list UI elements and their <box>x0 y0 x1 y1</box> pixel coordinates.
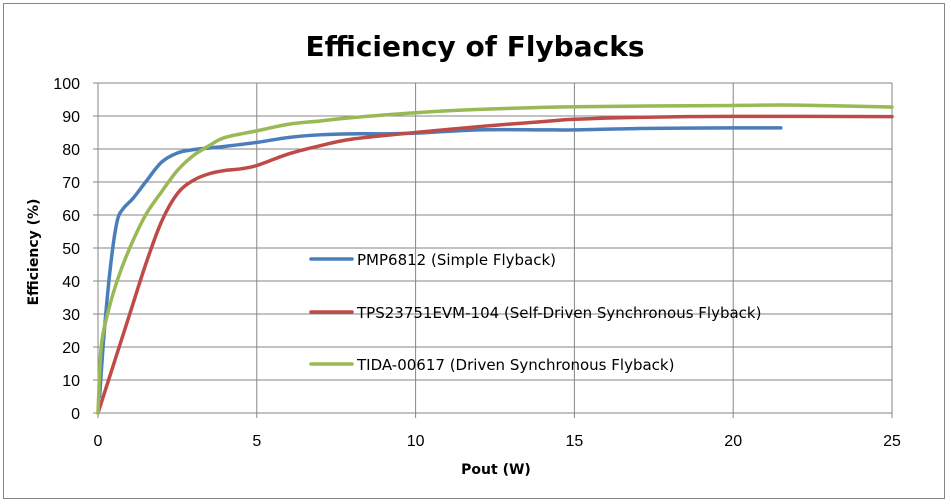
y-tick-label: 100 <box>53 76 80 93</box>
legend-label-2: TPS23751EVM-104 (Self-Driven Synchronous… <box>356 304 761 322</box>
chart-title: Efficiency of Flybacks <box>305 30 644 63</box>
x-tick-label: 25 <box>883 433 901 450</box>
legend-label-1: PMP6812 (Simple Flyback) <box>357 251 556 269</box>
x-tick-label: 10 <box>407 433 425 450</box>
y-tick-label: 50 <box>62 241 80 258</box>
y-tick-label: 30 <box>62 307 80 324</box>
y-tick-labels: 0 10 20 30 40 50 60 70 80 90 100 <box>53 76 80 423</box>
series-line-1 <box>97 126 783 399</box>
x-tick-labels: 0 5 10 15 20 25 <box>94 433 901 450</box>
series-line-2 <box>96 114 894 415</box>
legend-label-3: TIDA-00617 (Driven Synchronous Flyback) <box>356 356 674 374</box>
series-line-3 <box>96 103 894 415</box>
x-tick-label: 20 <box>724 433 742 450</box>
x-tick-label: 0 <box>94 433 103 450</box>
x-axis-label: Pout (W) <box>461 462 531 478</box>
y-tick-label: 90 <box>62 109 80 126</box>
series-lines <box>96 103 894 415</box>
chart-frame <box>3 3 945 499</box>
y-tick-label: 60 <box>62 208 80 225</box>
y-tick-label: 80 <box>62 142 80 159</box>
axes <box>93 82 893 418</box>
x-tick-label: 5 <box>252 433 261 450</box>
y-tick-label: 20 <box>62 340 80 357</box>
grid-lines <box>98 82 893 413</box>
y-axis-label: Efficiency (%) <box>26 199 42 306</box>
y-tick-label: 40 <box>62 274 80 291</box>
x-tick-label: 15 <box>566 433 584 450</box>
y-tick-label: 70 <box>62 175 80 192</box>
y-tick-label: 10 <box>62 373 80 390</box>
legend: PMP6812 (Simple Flyback) TPS23751EVM-104 … <box>309 251 761 374</box>
y-tick-label: 0 <box>71 406 80 423</box>
